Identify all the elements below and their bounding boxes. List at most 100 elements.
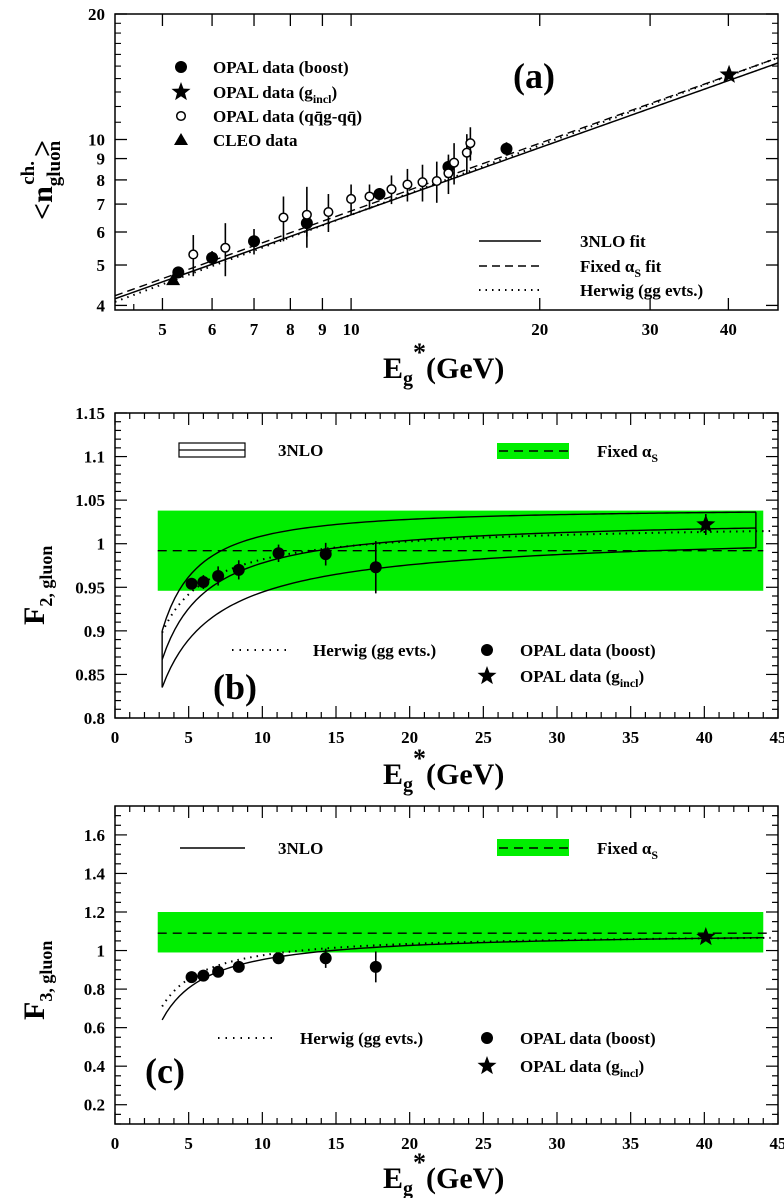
x-tick-label: 5: [184, 1134, 193, 1153]
y-tick-label: 1.15: [75, 404, 105, 423]
data-point: [443, 168, 454, 179]
legend-label-gincl: OPAL data (gincl): [520, 667, 644, 690]
legend-label-herwig: Herwig (gg evts.): [313, 641, 436, 660]
x-tick-label: 25: [475, 1134, 492, 1153]
y-tick-label: 1.4: [84, 864, 106, 883]
data-point: [232, 563, 245, 576]
plot-frame: [114, 805, 779, 1125]
data-point: [369, 960, 382, 973]
legend-label-herwig: Herwig (gg evts.): [300, 1029, 423, 1048]
data-point: [185, 971, 198, 984]
y-tick-label: 9: [97, 150, 106, 169]
series-3: [188, 127, 476, 277]
legend-label-herwig: Herwig (gg evts.): [580, 281, 703, 300]
legend-label-boost: OPAL data (boost): [213, 58, 349, 77]
data-point: [272, 547, 285, 560]
y-tick-label: 0.6: [84, 1019, 105, 1038]
x-tick-label: 25: [475, 728, 492, 747]
data-point: [369, 561, 382, 574]
x-tick-label: 45: [770, 728, 784, 747]
x-tick-label: 9: [318, 320, 327, 339]
x-tick-label: 40: [696, 728, 713, 747]
panel-c: 0 5 10 15 20 25 30 35 40 45 0.2 0.4 0.6 0.8 1 1.2 1.4 1.6…: [18, 805, 784, 1198]
x-tick-label: 0: [111, 1134, 120, 1153]
legend-marker: [481, 644, 493, 656]
y-tick-label: 8: [97, 171, 106, 190]
legend-label-boost: OPAL data (boost): [520, 1029, 656, 1048]
data-point: [206, 251, 219, 264]
data-point: [346, 193, 357, 205]
series-1: [185, 541, 382, 594]
plot-frame: [114, 412, 779, 719]
legend-label-3nlo: 3NLO fit: [580, 232, 646, 251]
x-tick-label: 20: [401, 1134, 418, 1153]
x-tick-label: 7: [250, 320, 259, 339]
x-axis-label: Eg*(GeV): [383, 744, 504, 796]
legend-label-cleo: CLEO data: [213, 131, 298, 150]
data-point: [220, 242, 231, 253]
y-axis-label: F2, gluon: [18, 546, 56, 625]
x-tick-label: 40: [696, 1134, 713, 1153]
x-axis-label: Eg*(GeV): [383, 1148, 504, 1198]
legend-marker: [175, 61, 187, 73]
data-point: [166, 273, 181, 286]
y-tick-label: 1.2: [84, 903, 105, 922]
y-tick-label: 0.4: [84, 1057, 106, 1076]
x-tick-label: 30: [642, 320, 659, 339]
x-tick-label: 45: [770, 1134, 784, 1153]
data-point: [431, 175, 442, 187]
legend-label-gincl: OPAL data (gincl): [520, 1057, 644, 1080]
y-tick-label: 0.9: [84, 622, 105, 641]
data-point: [696, 927, 716, 946]
data-point: [248, 235, 261, 248]
y-tick-label: 0.95: [75, 578, 105, 597]
legend-label-3nlo: 3NLO: [278, 441, 323, 460]
x-tick-label: 35: [622, 1134, 639, 1153]
y-tick-label: 6: [97, 223, 106, 242]
y-axis-label: <ngluonch.>: [18, 140, 65, 220]
data-point: [319, 548, 332, 561]
legend-label-boost: OPAL data (boost): [520, 641, 656, 660]
y-tick-label: 0.2: [84, 1096, 105, 1115]
x-tick-label: 30: [549, 728, 566, 747]
series-1: [172, 142, 513, 279]
fixed-alpha-band: [157, 912, 764, 953]
legend-marker: [171, 82, 191, 101]
y-tick-label: 1.05: [75, 491, 105, 510]
data-point: [197, 969, 210, 982]
data-point: [465, 138, 476, 149]
y-tick-label: 1: [97, 535, 106, 554]
legend-marker: [174, 133, 188, 145]
y-tick-label: 5: [97, 256, 106, 275]
x-tick-label: 10: [254, 728, 271, 747]
y-tick-label: 1.6: [84, 826, 105, 845]
x-tick-label: 15: [328, 1134, 345, 1153]
data-point: [449, 157, 460, 168]
legend-label-3nlo: 3NLO: [278, 839, 323, 858]
data-point: [188, 249, 199, 260]
x-tick-label: 5: [184, 728, 193, 747]
legend-label-gincl: OPAL data (gincl): [213, 83, 337, 106]
x-tick-label: 30: [549, 1134, 566, 1153]
data-point: [212, 569, 225, 582]
curve-3nlo-lower: [161, 547, 756, 688]
data-point: [172, 266, 185, 279]
x-tick-label: 5: [158, 320, 167, 339]
curve-herwig: [161, 530, 771, 634]
x-tick-label: 15: [328, 728, 345, 747]
y-tick-label: 20: [88, 5, 105, 24]
data-point: [500, 142, 513, 155]
data-point: [696, 514, 716, 533]
x-tick-label: 40: [720, 320, 737, 339]
data-point: [386, 184, 397, 195]
data-point: [301, 209, 312, 220]
data-point: [212, 965, 225, 978]
data-point: [719, 64, 739, 83]
data-point: [323, 206, 334, 218]
series-2: [696, 927, 716, 946]
panel-label: (a): [513, 56, 555, 96]
curve-3nlo-upper: [161, 511, 756, 632]
y-tick-label: 10: [88, 131, 105, 150]
x-tick-label: 10: [254, 1134, 271, 1153]
